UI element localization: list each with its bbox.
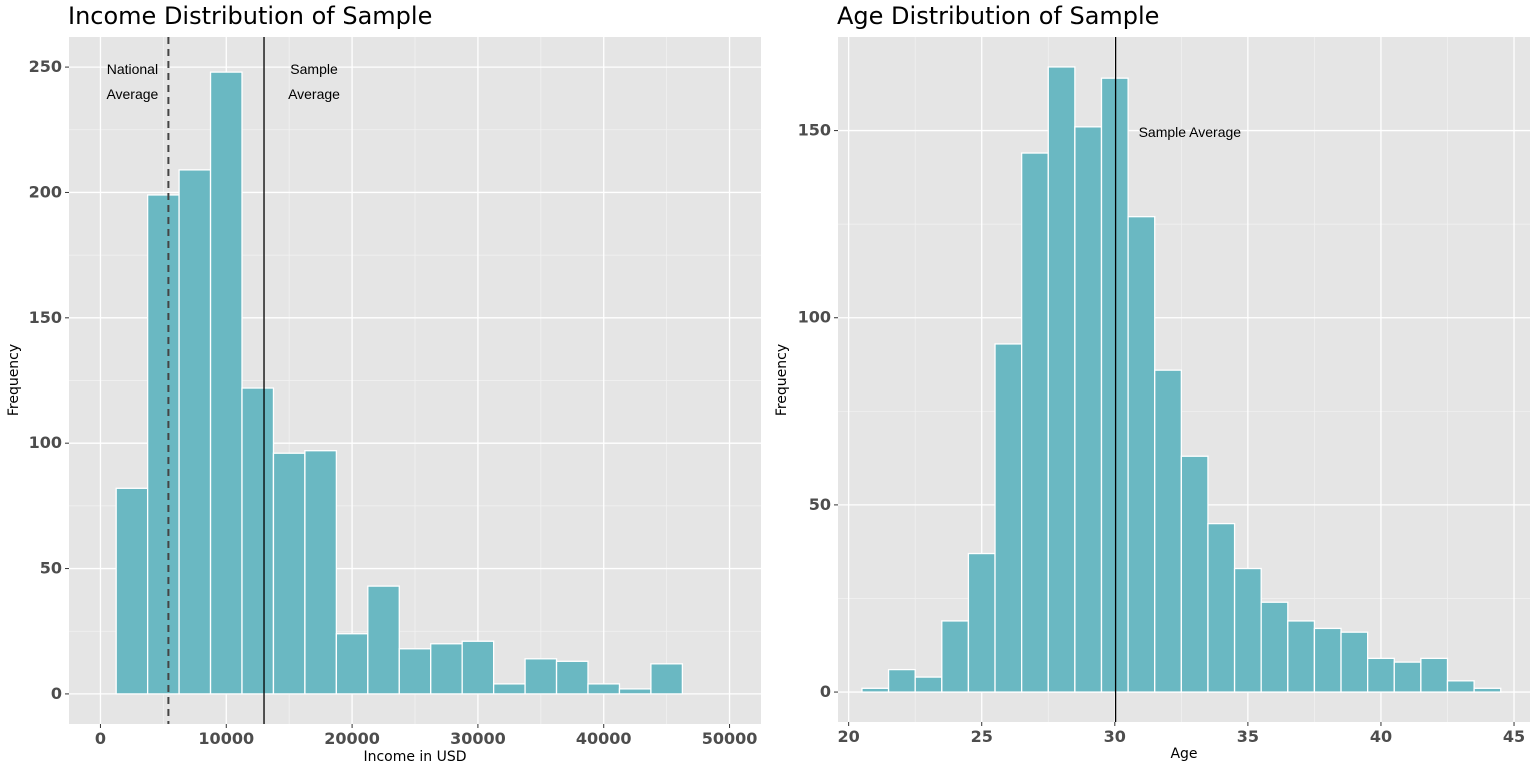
- income-histogram-bar: [618, 688, 652, 695]
- age-x-axis-title: Age: [1170, 746, 1197, 762]
- age-histogram-bar: [1473, 687, 1502, 693]
- age-histogram-bar: [1020, 152, 1049, 693]
- age-histogram-bar: [861, 687, 890, 693]
- age-vline-label: Sample Average: [1139, 124, 1242, 140]
- income-y-tick-label: 150: [29, 308, 62, 327]
- income-x-tick-label: 40000: [576, 729, 632, 748]
- age-histogram-bar: [1340, 631, 1369, 693]
- age-x-tick-label: 40: [1370, 727, 1392, 746]
- income-histogram-bar: [430, 643, 463, 695]
- income-chart-title: Income Distribution of Sample: [68, 2, 433, 30]
- age-y-axis-title: Frequency: [774, 344, 790, 416]
- income-x-tick-label: 10000: [198, 729, 254, 748]
- age-histogram-bar: [967, 552, 996, 693]
- age-x-tick-label: 25: [971, 727, 993, 746]
- income-histogram-bar: [367, 585, 400, 695]
- age-x-tick-label: 45: [1503, 727, 1525, 746]
- age-histogram-bar: [1313, 627, 1342, 693]
- age-histogram-bar: [1287, 620, 1316, 693]
- age-histogram-bar: [1420, 657, 1449, 693]
- income-histogram-bar: [241, 387, 275, 695]
- income-histogram-bar: [335, 633, 369, 695]
- income-y-tick-label: 250: [29, 57, 62, 76]
- income-x-tick-label: 0: [95, 729, 106, 748]
- age-y-tick-label: 50: [809, 495, 831, 514]
- age-histogram-bar: [887, 668, 916, 693]
- age-histogram-bar: [941, 620, 970, 693]
- age-histogram-bar: [1446, 680, 1475, 693]
- income-histogram-bar: [587, 683, 621, 695]
- income-panel: National Average Sample Average 0 10000 20000 3…: [6, 37, 761, 765]
- income-histogram-bar: [209, 71, 243, 695]
- age-histogram-bar: [914, 676, 943, 693]
- income-vline-label: Average: [288, 86, 340, 102]
- income-histogram-bar: [555, 660, 589, 695]
- age-y-tick-label: 100: [798, 308, 831, 327]
- income-histogram-bar: [178, 169, 212, 695]
- age-histogram-bar: [1047, 66, 1076, 693]
- age-x-tick-label: 35: [1237, 727, 1259, 746]
- age-histogram-bar: [1180, 455, 1209, 693]
- income-vline-label: National: [107, 61, 158, 77]
- age-histogram-bar: [1366, 657, 1395, 693]
- age-y-tick-label: 150: [798, 121, 831, 140]
- income-histogram-bar: [492, 683, 526, 695]
- age-panel: Sample Average 20 25 30 35 40 45 0 50 100 150 Age Fr…: [774, 37, 1530, 762]
- age-histogram-bar: [1233, 567, 1262, 693]
- age-histogram-bar: [1074, 126, 1103, 693]
- income-histogram-bar: [304, 450, 338, 695]
- age-x-tick-label: 20: [838, 727, 860, 746]
- income-histogram-bar: [524, 658, 558, 695]
- income-x-tick-label: 30000: [450, 729, 506, 748]
- income-x-tick-label: 20000: [324, 729, 380, 748]
- age-histogram-bar: [1100, 77, 1129, 693]
- income-x-tick-label: 50000: [702, 729, 758, 748]
- income-y-tick-label: 200: [29, 182, 62, 201]
- age-histogram-bar: [994, 343, 1023, 693]
- income-histogram-bar: [272, 452, 306, 695]
- age-histogram-bar: [1154, 369, 1182, 693]
- age-x-tick-label: 30: [1104, 727, 1126, 746]
- income-y-tick-label: 50: [40, 559, 62, 578]
- income-x-axis-title: Income in USD: [363, 749, 466, 765]
- income-histogram-bar: [461, 640, 495, 695]
- income-histogram-bar: [650, 663, 684, 695]
- income-vline-label: Sample: [290, 61, 338, 77]
- age-histogram-bar: [1260, 601, 1289, 693]
- income-vline-label: Average: [106, 86, 158, 102]
- income-histogram-bar: [398, 648, 432, 695]
- income-y-tick-label: 0: [51, 684, 62, 703]
- income-histogram-bar: [146, 194, 180, 695]
- age-chart-title: Age Distribution of Sample: [837, 2, 1160, 30]
- age-histogram-bar: [1393, 661, 1422, 693]
- income-histogram-bar: [115, 487, 149, 695]
- income-y-tick-label: 100: [29, 433, 62, 452]
- age-histogram-bar: [1207, 522, 1236, 693]
- age-y-tick-label: 0: [820, 682, 831, 701]
- income-y-axis-title: Frequency: [6, 344, 22, 416]
- age-histogram-bar: [1127, 216, 1156, 693]
